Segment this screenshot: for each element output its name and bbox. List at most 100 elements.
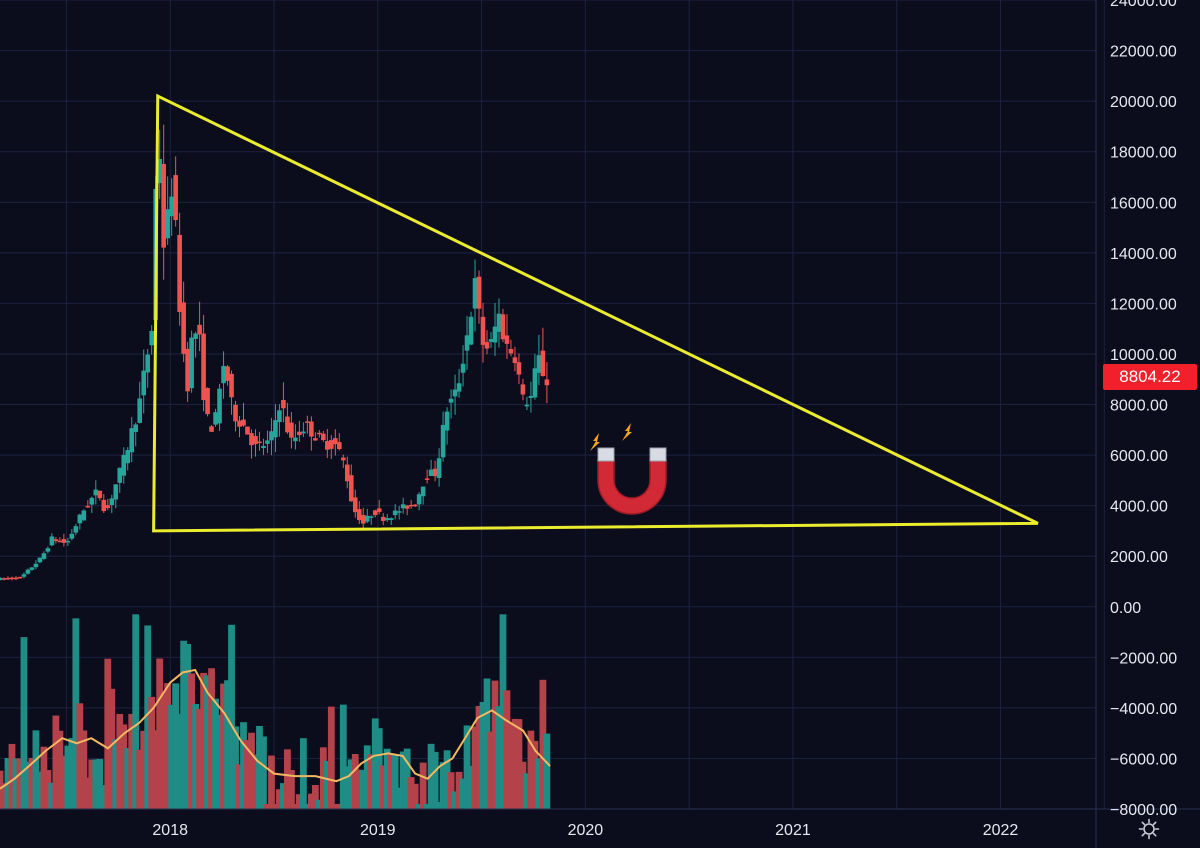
candle-up <box>364 515 370 522</box>
volume-bar-up <box>499 614 507 809</box>
volume-bar-up <box>176 713 184 809</box>
candle-down <box>337 442 342 450</box>
volume-bar-up <box>100 785 108 809</box>
candle-down <box>424 478 430 480</box>
candle-up <box>133 424 139 432</box>
volume-bar-down <box>515 719 523 809</box>
volume-bar-up <box>495 706 503 809</box>
volume-bar-down <box>200 672 207 809</box>
candle-up <box>269 431 274 441</box>
volume-bar-up <box>403 748 411 809</box>
volume-bar-up <box>48 782 56 809</box>
price-axis-label: 8000.00 <box>1110 398 1168 415</box>
candle-down <box>57 540 63 543</box>
volume-bar-down <box>88 759 96 809</box>
candle-down <box>313 438 318 441</box>
price-axis-label: 4000.00 <box>1110 499 1168 516</box>
volume-bar-down <box>148 696 156 809</box>
volume-bar-up <box>415 803 423 809</box>
candle-up <box>65 540 71 543</box>
time-axis-labels: 2018 2019 2020 2021 2022 <box>152 822 1018 839</box>
candle-up <box>452 389 458 397</box>
candle-up <box>81 510 87 521</box>
volume-bar-down <box>196 708 203 809</box>
candle-down <box>356 509 362 521</box>
volume-bar-down <box>44 770 52 809</box>
price-axis-label: 24000.00 <box>1110 0 1177 10</box>
candle-down <box>85 505 91 508</box>
candle-up <box>117 467 123 483</box>
volume-bar-down <box>311 785 319 809</box>
candle-up <box>145 354 150 373</box>
current-price-badge: 8804.22 <box>1103 364 1197 390</box>
candle-down <box>508 348 514 354</box>
candle-down <box>17 576 23 579</box>
settings-button[interactable] <box>1124 812 1174 846</box>
candle-down <box>201 333 206 401</box>
volume-bar-down <box>411 783 419 809</box>
candle-up <box>93 489 99 496</box>
volume-bar-down <box>236 764 243 809</box>
price-axis-label: 20000.00 <box>1110 94 1177 111</box>
volume-bar-up <box>523 773 531 809</box>
candle-down <box>285 416 290 433</box>
volume-bar-up <box>435 802 443 809</box>
candle-down <box>305 421 310 423</box>
candle-up <box>524 404 530 407</box>
volume-bar-up <box>395 787 403 809</box>
candle-down <box>329 440 334 449</box>
volume-bar-up <box>479 701 487 809</box>
volume-bar-down <box>355 769 363 809</box>
candle-down <box>317 432 322 435</box>
volume-bar-down <box>0 783 8 809</box>
candle-up <box>273 420 278 438</box>
volume-bar-down <box>419 762 427 809</box>
candle-up <box>109 498 115 505</box>
candle-down <box>237 420 242 427</box>
volume-bar-up <box>339 704 347 809</box>
candle-down <box>177 234 182 312</box>
candle-up <box>368 516 374 518</box>
candle-up <box>129 428 135 453</box>
volume-bar-up <box>323 760 331 809</box>
candle-down <box>161 163 166 248</box>
volume-bar-up <box>280 783 287 809</box>
candle-down <box>372 510 378 516</box>
candle-up <box>137 398 143 423</box>
price-axis-label: 18000.00 <box>1110 145 1177 162</box>
volume-bar-up <box>224 680 231 809</box>
volume-bar-up <box>439 762 447 809</box>
descending-triangle-pattern <box>152 93 1039 533</box>
candle-up <box>460 363 466 373</box>
volume-bar-up <box>371 718 379 809</box>
candle-down <box>480 316 486 345</box>
candle-up <box>33 563 39 568</box>
candle-down <box>289 422 294 438</box>
volume-bar-up <box>32 730 40 809</box>
candle-down <box>297 431 302 436</box>
candle-down <box>340 457 346 461</box>
price-axis-label: −8000.00 <box>1110 802 1177 819</box>
candle-up <box>121 454 127 476</box>
candle-down <box>352 497 358 513</box>
candle-down <box>476 276 482 309</box>
candle-down <box>245 426 250 435</box>
candle-down <box>209 426 214 432</box>
volume-bar-down <box>327 706 335 809</box>
volume-bar-up <box>543 733 551 809</box>
volume-bar-up <box>383 748 391 809</box>
volume-bar-down <box>475 706 483 809</box>
volume-bar-up <box>343 766 351 809</box>
candle-up <box>416 494 422 505</box>
volume-bar-down <box>295 794 303 809</box>
volume-bar-up <box>431 751 439 809</box>
volume-bar-down <box>272 803 279 809</box>
volume-bar-up <box>96 758 104 809</box>
volume-bar-down <box>307 793 315 809</box>
volume-bar-up <box>363 745 371 809</box>
candle-up <box>440 424 446 458</box>
price-axis-label: 10000.00 <box>1110 347 1177 364</box>
candle-down <box>348 475 354 502</box>
